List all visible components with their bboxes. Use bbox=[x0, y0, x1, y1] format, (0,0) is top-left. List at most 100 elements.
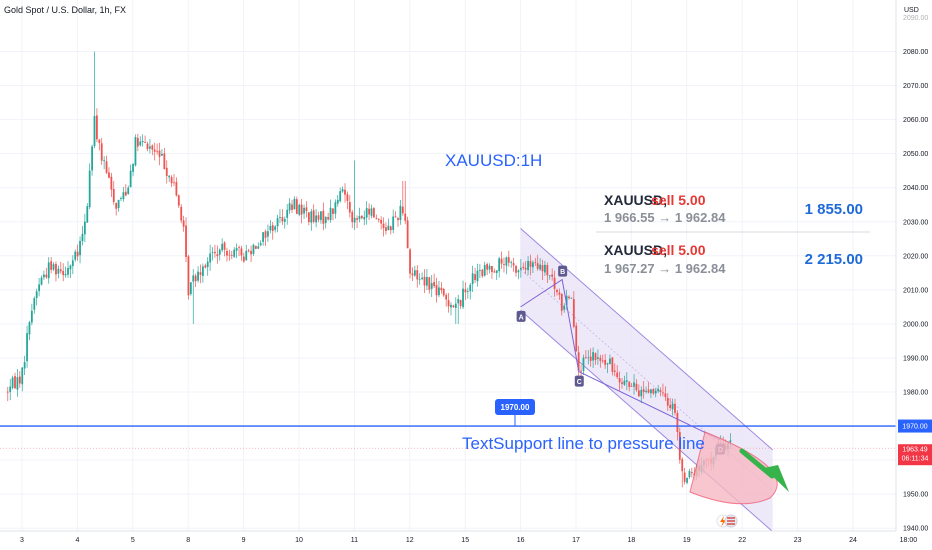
candle-body bbox=[358, 216, 361, 220]
candle-body bbox=[281, 217, 284, 222]
candle-body bbox=[418, 278, 421, 280]
candle-body bbox=[404, 213, 407, 221]
candle-body bbox=[168, 175, 171, 178]
candle-body bbox=[645, 390, 647, 393]
candle-body bbox=[356, 218, 358, 220]
candle-body bbox=[474, 274, 476, 280]
candle-body bbox=[363, 216, 366, 220]
candle-body bbox=[291, 204, 293, 210]
y-tick-label: 2070.00 bbox=[903, 83, 928, 90]
candle-body bbox=[438, 287, 440, 296]
candle-body bbox=[616, 372, 619, 378]
event-icons[interactable] bbox=[716, 514, 738, 528]
pattern-point-badge bbox=[558, 265, 568, 277]
candle-body bbox=[134, 137, 137, 166]
x-tick-label: 18 bbox=[628, 537, 636, 544]
candle-body bbox=[216, 254, 219, 257]
y-tick-label: 2040.00 bbox=[903, 185, 928, 192]
candle-body bbox=[353, 217, 356, 223]
candle-body bbox=[524, 267, 527, 270]
candle-body bbox=[62, 270, 65, 276]
candle-body bbox=[228, 254, 231, 256]
candle-body bbox=[149, 146, 151, 149]
candle-body bbox=[310, 211, 313, 223]
candle-body bbox=[611, 357, 614, 372]
lightning-glyph bbox=[720, 516, 726, 527]
trade-range: 1 967.27 → 1 962.84 bbox=[604, 261, 726, 276]
candle-body bbox=[305, 207, 308, 212]
candle-body bbox=[16, 377, 19, 390]
candle-body bbox=[74, 251, 77, 260]
x-tick-label: 15 bbox=[461, 537, 469, 544]
x-axis-ticks: 3 4 5 8 9 10 11 12 15 16 17 18 19 22 23 24 18:00 bbox=[20, 537, 917, 544]
candle-body bbox=[40, 277, 43, 285]
candle-body bbox=[662, 392, 664, 394]
candle-body bbox=[459, 300, 462, 306]
candle-body bbox=[201, 266, 204, 276]
candle-body bbox=[257, 246, 260, 249]
candle-body bbox=[613, 370, 616, 372]
x-tick-label: 22 bbox=[738, 537, 746, 544]
candle-body bbox=[411, 273, 414, 276]
candle-body bbox=[117, 199, 120, 209]
candle-body bbox=[623, 380, 626, 385]
candle-body bbox=[674, 403, 676, 413]
candle-body bbox=[681, 459, 684, 472]
candle-body bbox=[399, 205, 402, 221]
candle-body bbox=[558, 292, 561, 295]
y-tick-label: 2060.00 bbox=[903, 117, 928, 124]
support-level-callout-text: 1970.00 bbox=[501, 403, 530, 412]
x-tick-label: 5 bbox=[131, 537, 135, 544]
candle-body bbox=[654, 390, 657, 394]
flag-stripes bbox=[727, 517, 735, 525]
x-tick-label: 16 bbox=[517, 537, 525, 544]
x-tick-label: 23 bbox=[794, 537, 802, 544]
trade-row: XAUUSD, sell 5.00 1 967.27 → 1 962.84 2 … bbox=[604, 242, 863, 276]
candle-body bbox=[262, 232, 265, 242]
candle-body bbox=[79, 240, 81, 256]
candle-body bbox=[659, 390, 662, 392]
candle-body bbox=[365, 208, 368, 218]
candle-body bbox=[105, 161, 108, 173]
y-tick-label: 2000.00 bbox=[903, 321, 928, 328]
candle-body bbox=[83, 221, 86, 235]
last-price-value: 1963.49 bbox=[902, 447, 927, 454]
x-tick-label: 19 bbox=[683, 537, 691, 544]
candle-body bbox=[153, 149, 156, 152]
candle-body bbox=[488, 265, 491, 270]
candle-body bbox=[129, 170, 132, 188]
candle-body bbox=[43, 274, 45, 278]
candle-body bbox=[254, 245, 257, 249]
candle-body bbox=[510, 262, 513, 264]
candle-body bbox=[28, 322, 31, 335]
candle-body bbox=[240, 248, 243, 256]
candle-body bbox=[426, 277, 428, 286]
candle-body bbox=[553, 277, 556, 289]
y-tick-label: 1980.00 bbox=[903, 390, 928, 397]
candle-body bbox=[329, 207, 332, 221]
candle-body bbox=[351, 212, 354, 223]
candle-body bbox=[180, 206, 183, 221]
candle-body bbox=[601, 360, 604, 362]
support-level-callout[interactable] bbox=[495, 399, 535, 415]
trade-symbol: XAUUSD, bbox=[604, 242, 667, 258]
candle-body bbox=[18, 376, 21, 384]
candle-body bbox=[387, 225, 390, 231]
candle-body bbox=[230, 255, 233, 256]
candle-body bbox=[286, 209, 289, 218]
candle-body bbox=[81, 233, 84, 242]
candle-body bbox=[64, 273, 67, 276]
candle-body bbox=[377, 219, 380, 220]
support-text-annotation: TextSupport line to pressure line bbox=[462, 434, 705, 453]
candle-body bbox=[580, 370, 582, 372]
x-tick-label: 4 bbox=[75, 537, 79, 544]
candle-body bbox=[288, 203, 291, 211]
candle-body bbox=[498, 258, 501, 272]
candle-body bbox=[637, 390, 640, 397]
candle-body bbox=[274, 226, 277, 230]
candle-body bbox=[139, 141, 142, 146]
candle-body bbox=[690, 472, 693, 474]
candle-body bbox=[401, 206, 404, 214]
